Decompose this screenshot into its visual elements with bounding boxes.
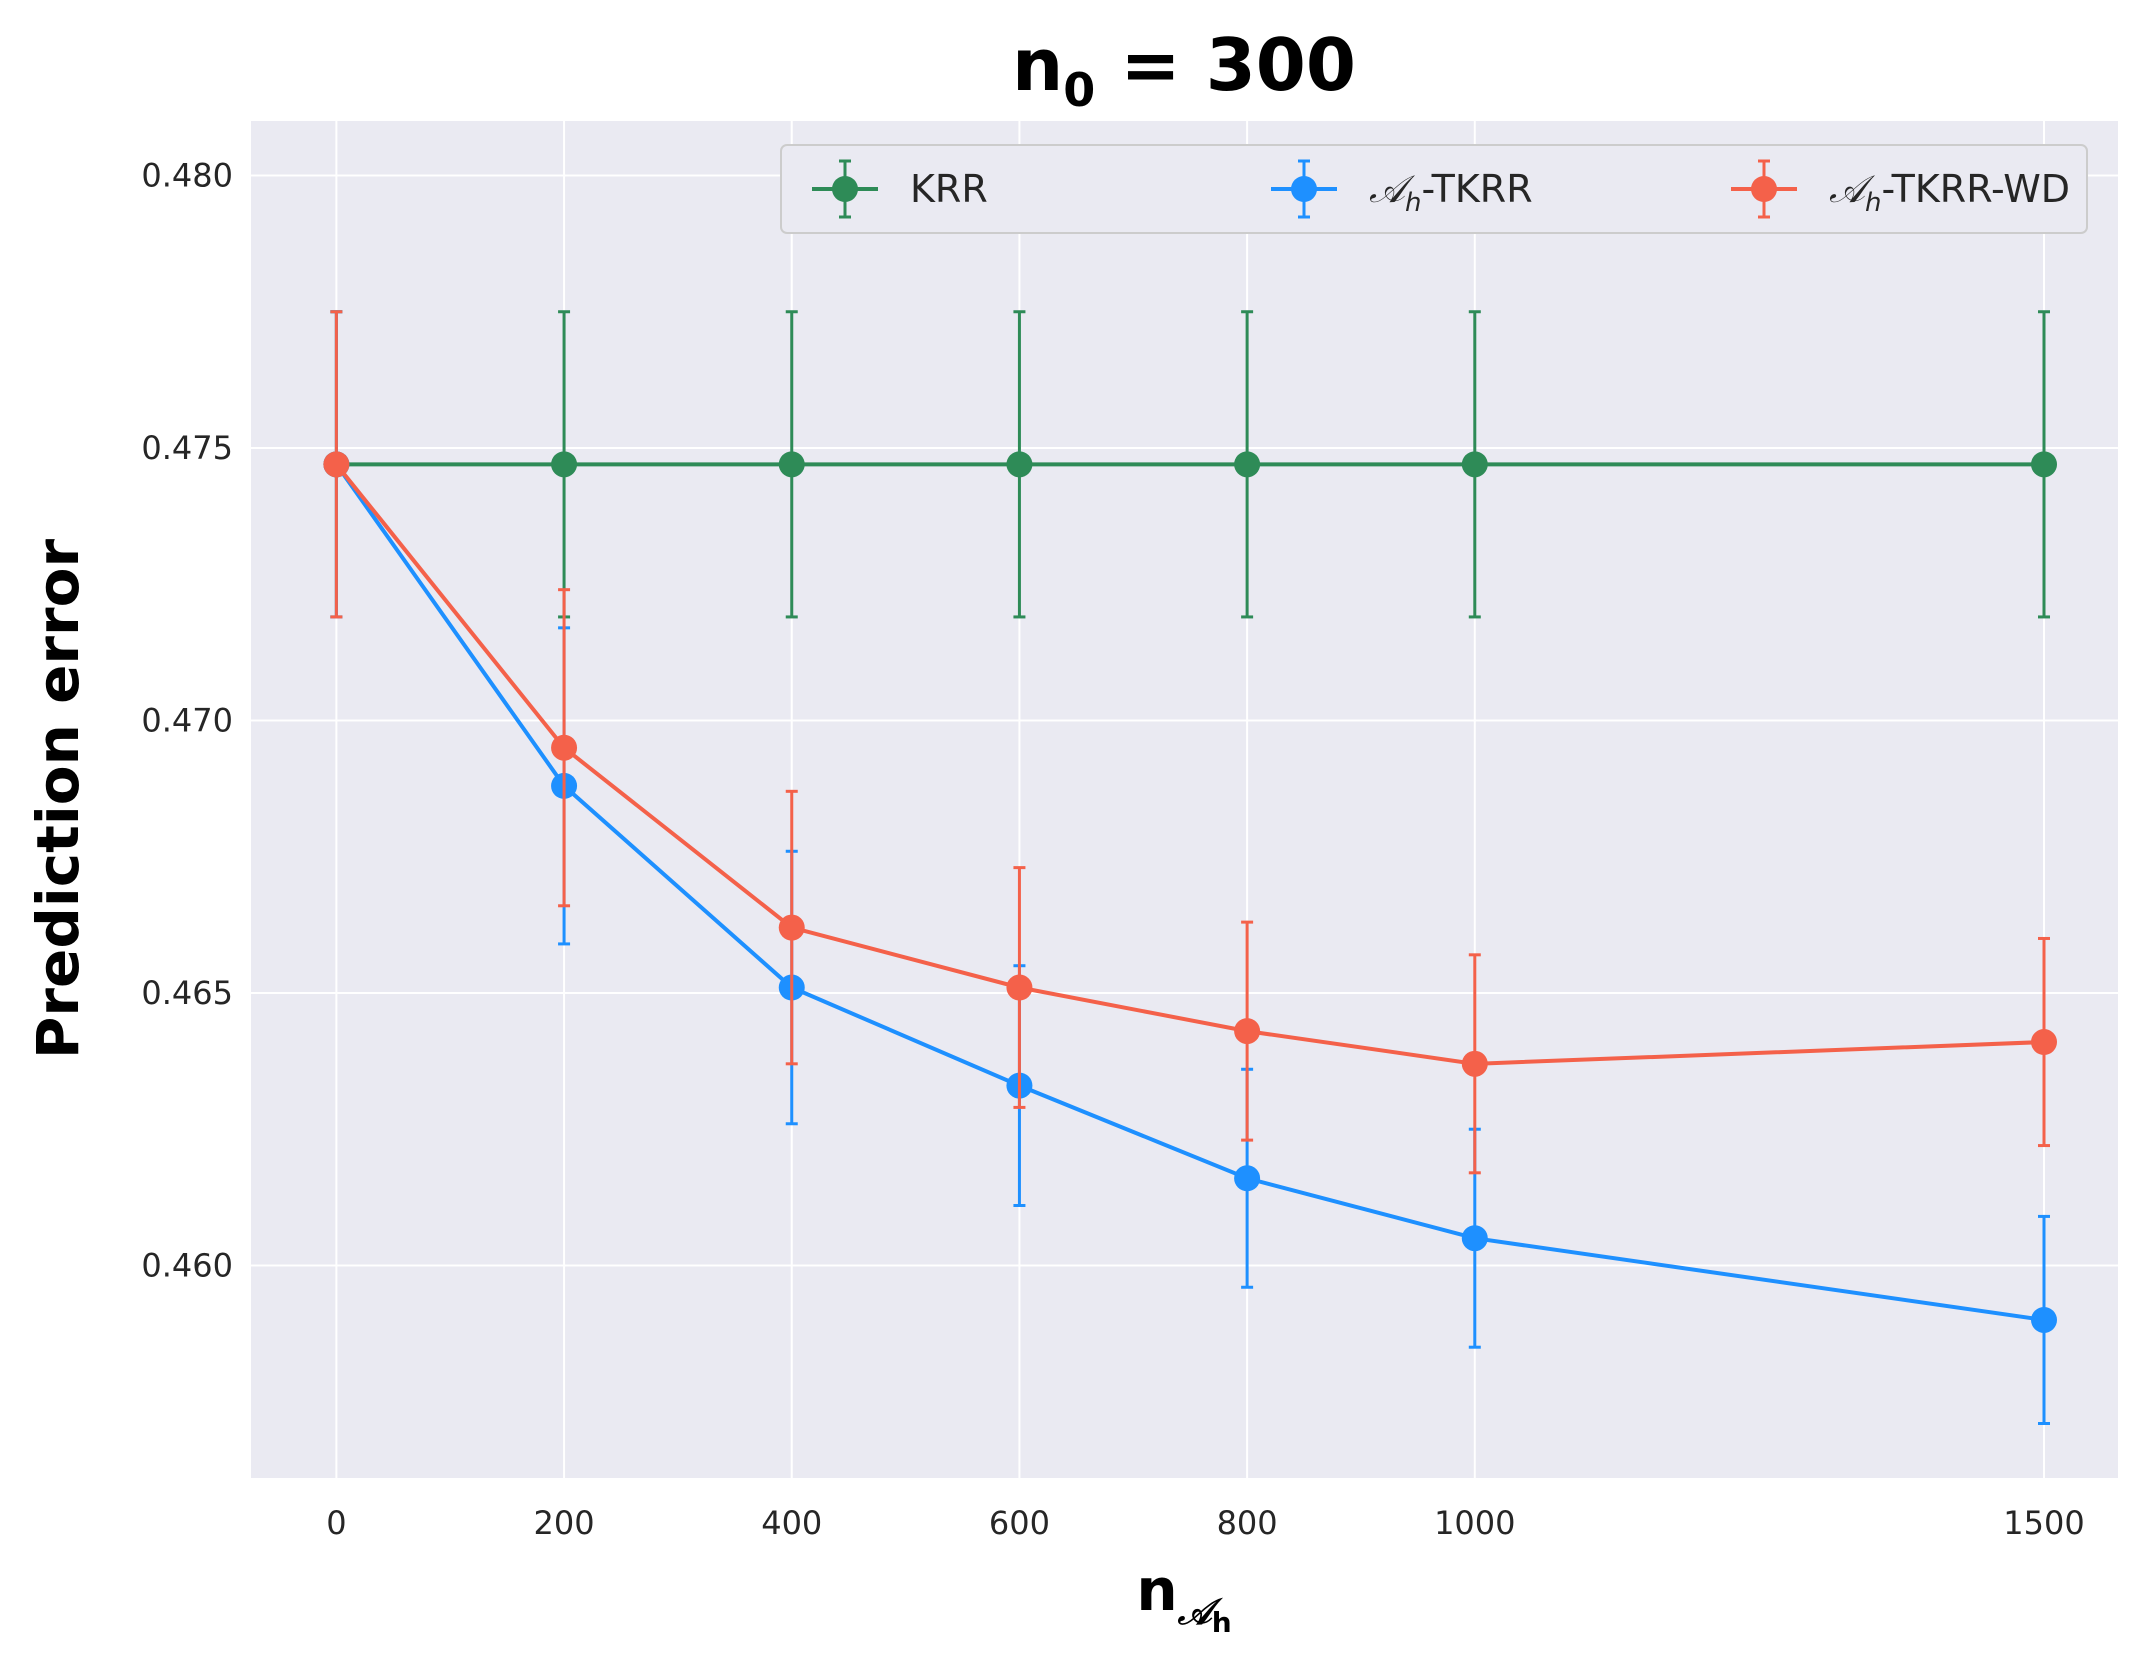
legend-label: 𝒜h-TKRR	[1369, 167, 1533, 218]
data-point	[778, 914, 805, 941]
y-tick-label: 0.465	[141, 974, 233, 1012]
data-point	[2031, 451, 2058, 478]
legend-entry-1: 𝒜h-TKRR	[1271, 159, 1533, 219]
y-axis-title: Prediction error	[24, 539, 92, 1060]
data-point	[323, 451, 350, 478]
legend-label: KRR	[910, 167, 988, 211]
data-point	[1461, 1225, 1488, 1252]
tick-labels: 0 200 400 600 800 1000 1500 0.460 0.465 0.470 0.47…	[141, 156, 2084, 1542]
x-tick-label: 200	[534, 1504, 595, 1542]
plot-area	[251, 121, 2118, 1478]
x-tick-label: 1000	[1434, 1504, 1515, 1542]
y-tick-label: 0.460	[141, 1246, 233, 1284]
data-point	[778, 451, 805, 478]
data-point	[2031, 1029, 2058, 1056]
y-tick-label: 0.480	[141, 156, 233, 194]
x-tick-label: 400	[761, 1504, 822, 1542]
legend-marker	[1751, 176, 1777, 202]
legend-marker	[1291, 176, 1317, 202]
x-tick-label: 800	[1217, 1504, 1278, 1542]
legend-marker	[832, 176, 858, 202]
data-point	[1006, 974, 1033, 1001]
legend-label: 𝒜h-TKRR-WD	[1829, 167, 2070, 218]
legend-entry-2: 𝒜h-TKRR-WD	[1731, 159, 2070, 219]
data-point	[1006, 451, 1033, 478]
legend-box	[780, 144, 2088, 234]
series-2	[323, 310, 2058, 1175]
y-tick-label: 0.470	[141, 701, 233, 739]
x-axis-title: n𝒜h	[1136, 1556, 1231, 1639]
data-point	[1234, 451, 1261, 478]
x-tick-label: 1500	[2003, 1504, 2084, 1542]
data-series	[323, 310, 2058, 1426]
chart-title: n0 = 300	[1012, 23, 1356, 117]
data-point	[1234, 1165, 1261, 1192]
legend-entries: KRR 𝒜h-TKRR 𝒜h-TKRR-WD	[812, 159, 2070, 219]
y-tick-label: 0.475	[141, 429, 233, 467]
data-point	[1234, 1018, 1261, 1045]
data-point	[551, 734, 578, 761]
data-point	[551, 451, 578, 478]
x-tick-label: 600	[989, 1504, 1050, 1542]
legend: KRR 𝒜h-TKRR 𝒜h-TKRR-WD	[780, 144, 2088, 234]
x-tick-label: 0	[326, 1504, 346, 1542]
legend-entry-0: KRR	[812, 159, 988, 219]
data-point	[2031, 1306, 2058, 1333]
data-point	[1461, 451, 1488, 478]
data-point	[1461, 1050, 1488, 1077]
